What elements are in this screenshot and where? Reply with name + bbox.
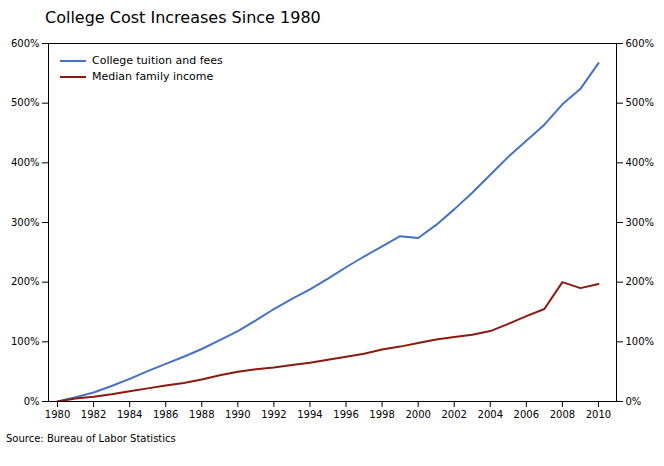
svg-text:400%: 400%	[11, 157, 40, 168]
svg-text:100%: 100%	[11, 336, 40, 347]
svg-text:1980: 1980	[45, 409, 70, 420]
svg-text:100%: 100%	[626, 336, 655, 347]
svg-text:200%: 200%	[11, 276, 40, 287]
svg-text:2002: 2002	[441, 409, 466, 420]
svg-text:1992: 1992	[261, 409, 286, 420]
svg-text:600%: 600%	[11, 38, 40, 49]
svg-text:400%: 400%	[626, 157, 655, 168]
svg-text:300%: 300%	[626, 217, 655, 228]
svg-text:1984: 1984	[117, 409, 142, 420]
svg-text:1990: 1990	[225, 409, 250, 420]
svg-text:2004: 2004	[478, 409, 503, 420]
svg-text:1988: 1988	[189, 409, 214, 420]
svg-text:1994: 1994	[297, 409, 322, 420]
svg-text:600%: 600%	[626, 38, 655, 49]
svg-text:1986: 1986	[153, 409, 178, 420]
svg-text:0%: 0%	[626, 396, 642, 407]
svg-text:2000: 2000	[405, 409, 430, 420]
svg-text:2008: 2008	[550, 409, 575, 420]
html-text:Source: Bureau of Labor Statis: Source: Bureau of Labor Statistics	[6, 433, 176, 444]
html-text:College Cost Increases Since 1: College Cost Increases Since 1980	[45, 8, 321, 27]
svg-text:500%: 500%	[626, 97, 655, 108]
svg-text:200%: 200%	[626, 276, 655, 287]
svg-text:1998: 1998	[369, 409, 394, 420]
svg-text:2010: 2010	[586, 409, 611, 420]
svg-text:0%: 0%	[24, 396, 40, 407]
svg-text:500%: 500%	[11, 97, 40, 108]
html-text:College tuition and fees: College tuition and fees	[92, 54, 223, 67]
svg-text:300%: 300%	[11, 217, 40, 228]
svg-text:1996: 1996	[333, 409, 358, 420]
html-text:Median family income: Median family income	[92, 70, 214, 83]
svg-text:2006: 2006	[514, 409, 539, 420]
svg-text:1982: 1982	[81, 409, 106, 420]
